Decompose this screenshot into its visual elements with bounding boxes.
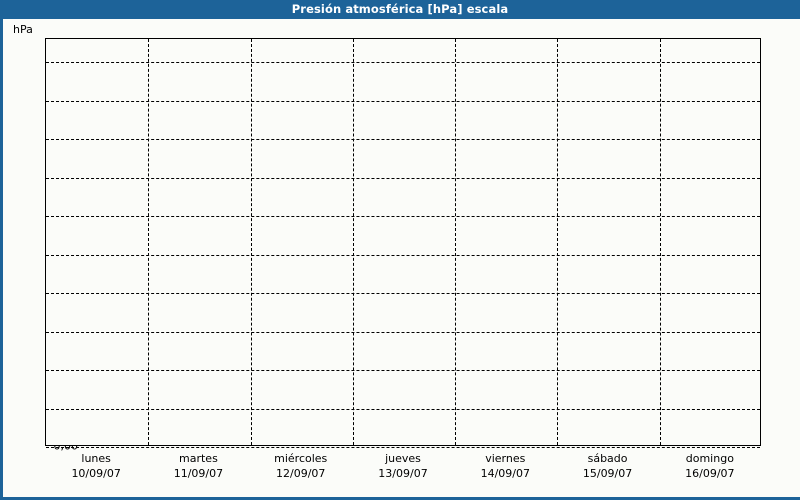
- x-tick-date: 14/09/07: [480, 467, 530, 480]
- gridline-horizontal: [46, 331, 760, 333]
- x-tick-date: 16/09/07: [685, 467, 735, 480]
- gridline-horizontal: [46, 408, 760, 410]
- x-axis-tick-label: martes 11/09/07: [174, 451, 223, 481]
- plot-area: [45, 38, 761, 448]
- y-axis-tick-label: 0,00: [53, 439, 79, 453]
- gridline-horizontal: [46, 100, 760, 102]
- x-tick-date: 12/09/07: [276, 467, 326, 480]
- gridline-horizontal: [46, 370, 760, 371]
- gridline-vertical: [659, 39, 661, 445]
- gridline-horizontal: [46, 139, 760, 140]
- x-tick-date: 13/09/07: [378, 467, 428, 480]
- x-axis-tick-label: sábado 15/09/07: [583, 451, 632, 481]
- x-axis-tick-label: miércoles 12/09/07: [274, 451, 327, 481]
- gridline-horizontal: [46, 216, 760, 217]
- gridline-horizontal: [46, 177, 760, 179]
- gridline-horizontal: [46, 62, 760, 63]
- chart-canvas: hPa 0,000,100,200,300,400,500,600,700,80…: [3, 19, 800, 497]
- x-axis-tick-label: domingo 16/09/07: [685, 451, 734, 481]
- x-tick-day-name: lunes: [81, 452, 111, 465]
- x-axis-tick-label: jueves 13/09/07: [378, 451, 427, 481]
- gridline-horizontal: [46, 254, 760, 256]
- x-tick-day-name: sábado: [587, 452, 628, 465]
- gridline-horizontal: [46, 293, 760, 294]
- gridline-horizontal: [46, 447, 760, 448]
- y-axis-unit-label: hPa: [13, 23, 33, 36]
- gridline-vertical: [455, 39, 457, 445]
- x-tick-date: 15/09/07: [582, 467, 633, 480]
- x-tick-day-name: martes: [179, 452, 218, 465]
- x-tick-date: 11/09/07: [173, 467, 224, 480]
- x-tick-day-name: jueves: [385, 452, 421, 465]
- gridline-vertical: [557, 39, 559, 445]
- x-axis-tick-label: viernes 14/09/07: [481, 451, 530, 481]
- page-title: Presión atmosférica [hPa] escala: [291, 2, 509, 16]
- gridline-vertical: [148, 39, 150, 445]
- gridline-vertical: [352, 39, 354, 445]
- window-title-bar: Presión atmosférica [hPa] escala: [0, 0, 800, 19]
- x-tick-day-name: viernes: [485, 452, 526, 465]
- x-axis-tick-label: lunes 10/09/07: [71, 451, 120, 481]
- x-tick-day-name: domingo: [685, 452, 734, 465]
- x-tick-day-name: miércoles: [274, 452, 328, 465]
- x-tick-date: 10/09/07: [71, 467, 121, 480]
- gridline-vertical: [250, 39, 252, 445]
